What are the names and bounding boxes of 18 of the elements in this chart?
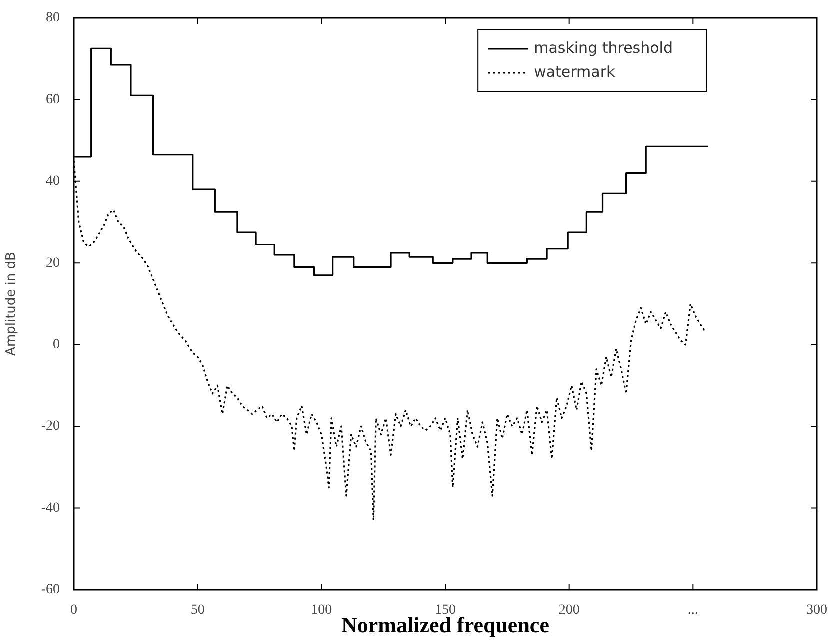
legend-label: watermark	[534, 62, 616, 81]
y-tick-label: 20	[46, 256, 60, 271]
y-tick-label: 40	[46, 174, 60, 190]
y-tick-label: 80	[46, 10, 60, 26]
y-tick-label: -60	[41, 582, 60, 598]
x-tick-label: ...	[688, 603, 698, 618]
x-tick-label: 300	[806, 603, 828, 618]
y-tick-label: 0	[53, 338, 60, 353]
y-tick-label: 60	[46, 92, 60, 108]
y-tick-label: -40	[41, 500, 60, 516]
y-axis-title: Amplitude in dB	[4, 252, 20, 356]
x-tick-label: 150	[435, 603, 456, 618]
x-tick-label: 200	[558, 603, 580, 618]
legend-label: masking threshold	[534, 38, 674, 57]
x-tick-label: 100	[311, 603, 332, 618]
x-tick-label: 50	[190, 603, 205, 618]
x-tick-label: 0	[70, 603, 78, 618]
y-tick-label: -20	[41, 419, 60, 434]
